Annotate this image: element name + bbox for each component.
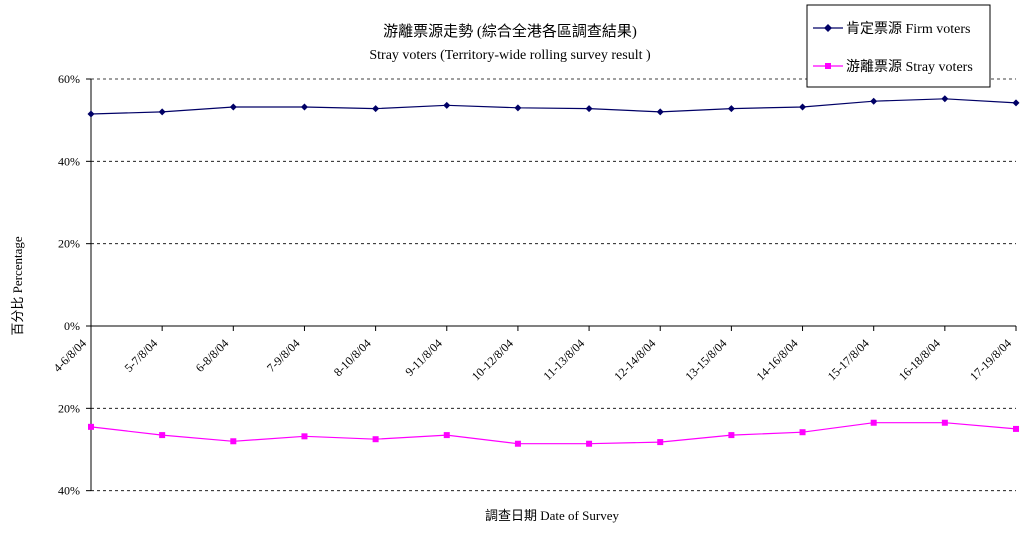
axes [86, 78, 1017, 492]
series-line-stray-voters [90, 422, 1017, 445]
x-tick-labels: 4-6/8/04 5-7/8/04 6-8/8/04 7-9/8/04 8-10/8/0… [50, 336, 1014, 383]
y-tick-label: 40% [58, 154, 80, 168]
data-point-stray-voters [799, 429, 806, 436]
data-point-firm-voters [1012, 99, 1020, 107]
data-point-firm-voters [87, 110, 95, 118]
legend-firm-marker [824, 24, 832, 32]
data-point-firm-voters [514, 104, 522, 112]
data-point-firm-voters [870, 97, 878, 105]
data-point-firm-voters [443, 101, 451, 109]
x-tick-label: 5-7/8/04 [122, 336, 161, 375]
y-tick-label: 40% [58, 484, 80, 498]
data-point-stray-voters [870, 419, 877, 426]
data-point-stray-voters [514, 440, 521, 447]
data-point-stray-voters [230, 438, 237, 445]
data-point-stray-voters [372, 436, 379, 443]
data-point-stray-voters [941, 419, 948, 426]
data-point-stray-voters [586, 440, 593, 447]
data-point-stray-voters [88, 423, 94, 430]
x-tick-label: 11-13/8/04 [540, 336, 587, 383]
chart-title: 游離票源走勢 (綜合全港各區調查結果) [383, 22, 637, 40]
data-point-firm-voters [727, 105, 735, 113]
data-point-firm-voters [585, 105, 593, 113]
x-tick-label: 16-18/8/04 [896, 336, 943, 383]
data-point-stray-voters [159, 432, 166, 439]
y-tick-labels: 60% 40% 20% 0% 20% 40% [58, 72, 80, 498]
data-point-stray-voters [657, 439, 664, 446]
x-axis-label: 調查日期 Date of Survey [485, 508, 619, 523]
data-point-stray-voters [443, 432, 450, 439]
data-point-firm-voters [229, 103, 237, 111]
data-point-firm-voters [158, 108, 166, 116]
chart-subtitle: Stray voters (Territory-wide rolling sur… [369, 48, 651, 63]
data-point-stray-voters [1013, 425, 1019, 432]
data-point-firm-voters [656, 108, 664, 116]
x-tick-label: 7-9/8/04 [264, 336, 303, 375]
data-point-firm-voters [300, 103, 308, 111]
series-lines [87, 95, 1020, 447]
data-point-firm-voters [799, 103, 807, 111]
y-axis-label: 百分比 Percentage [10, 236, 25, 336]
legend: 肯定票源 Firm voters 游離票源 Stray voters [806, 4, 991, 88]
y-tick-label: 20% [58, 237, 80, 251]
x-tick-label: 14-16/8/04 [754, 336, 801, 383]
legend-box [806, 4, 991, 88]
x-tick-label: 15-17/8/04 [825, 336, 872, 383]
x-tick-label: 17-19/8/04 [967, 336, 1014, 383]
data-point-stray-voters [728, 432, 735, 439]
data-point-firm-voters [372, 105, 380, 113]
legend-stray-marker [825, 63, 831, 69]
y-tick-label: 20% [58, 401, 80, 415]
y-tick-label: 60% [58, 72, 80, 86]
legend-firm-label: 肯定票源 Firm voters [846, 21, 970, 37]
gridlines [91, 78, 1016, 492]
data-point-firm-voters [941, 95, 949, 103]
x-tick-label: 8-10/8/04 [331, 336, 374, 379]
series-line-firm-voters [90, 98, 1017, 115]
data-point-stray-voters [301, 433, 308, 440]
y-tick-label: 0% [64, 319, 80, 333]
x-tick-label: 12-14/8/04 [611, 336, 658, 383]
legend-stray-label: 游離票源 Stray voters [846, 58, 973, 75]
x-tick-label: 13-15/8/04 [682, 336, 729, 383]
x-tick-label: 4-6/8/04 [50, 336, 89, 375]
x-tick-label: 10-12/8/04 [469, 336, 516, 383]
x-tick-label: 9-11/8/04 [402, 336, 445, 379]
x-tick-label: 6-8/8/04 [193, 336, 232, 375]
